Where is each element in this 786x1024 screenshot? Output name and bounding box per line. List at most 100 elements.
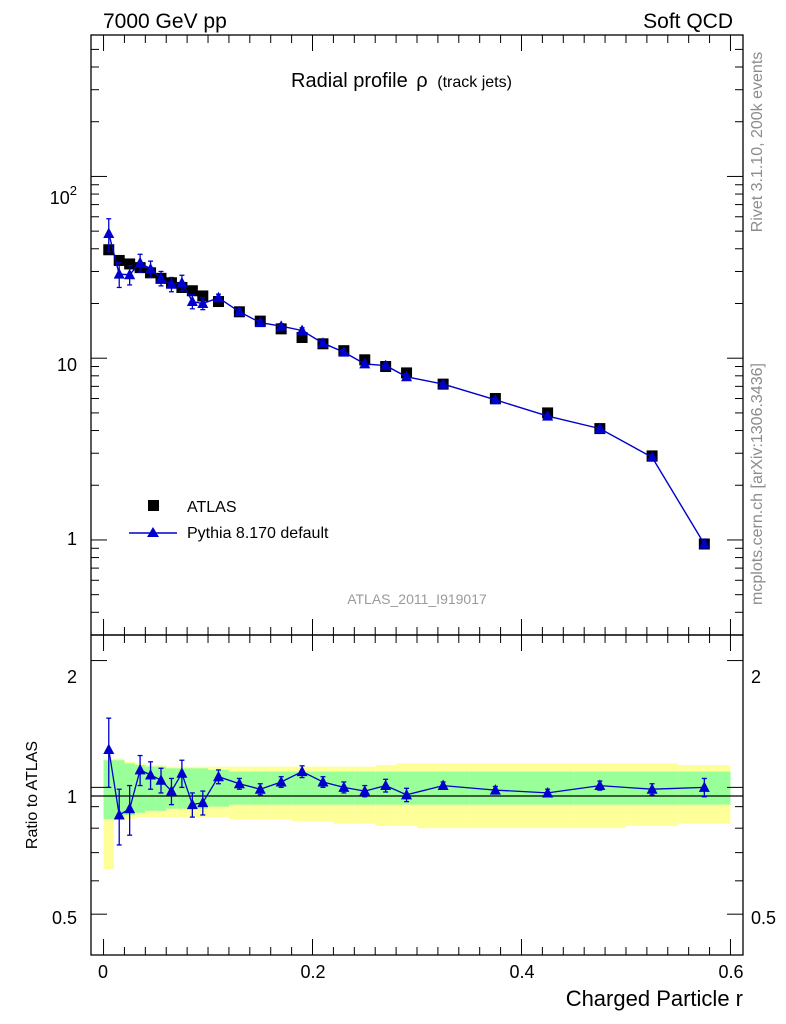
ratio-data-point (317, 775, 329, 787)
pythia-data-point (317, 337, 329, 348)
ratio-data-point (186, 798, 198, 810)
pythia-data-point (275, 320, 287, 331)
pythia-data-point (176, 276, 188, 288)
ratio-data-point (145, 768, 157, 780)
atlas-data-point (197, 290, 209, 302)
ratio-uncertainty-bands (103, 758, 731, 870)
ratio-ytick-label-0.5: 0.5 (52, 908, 77, 928)
main-plot-marks (103, 218, 710, 550)
ytick-label-100-base: 10 (50, 188, 70, 208)
pythia-data-point (165, 278, 177, 289)
ratio-ylabel: Ratio to ATLAS (24, 741, 41, 849)
pythia-data-point (542, 410, 554, 421)
ratio-data-point (176, 767, 188, 778)
header-right-label: Soft QCD (643, 10, 733, 33)
ratio-data-point (401, 788, 413, 800)
main-title-symbol: ρ (416, 70, 427, 92)
ratio-data-point (124, 802, 136, 814)
ratio-data-point (155, 774, 167, 785)
ratio-green-band (134, 765, 146, 813)
pythia-data-point (197, 297, 209, 308)
pythia-data-point (103, 227, 115, 239)
ratio-data-point (489, 784, 501, 795)
xtick-label-0.6: 0.6 (718, 962, 743, 982)
ratio-axis-ticks (91, 635, 743, 955)
ratio-data-point (254, 783, 266, 794)
pythia-data-point (124, 268, 136, 280)
ratio-data-point (338, 781, 350, 792)
analysis-tag: ATLAS_2011_I919017 (347, 591, 487, 607)
pythia-data-point (359, 357, 371, 369)
legend-label-pythia: Pythia 8.170 default (187, 525, 329, 542)
xtick-label-0.2: 0.2 (300, 962, 325, 982)
ratio-data-point (275, 775, 287, 787)
pythia-data-point (296, 324, 308, 336)
ytick-label-100: 102 (50, 183, 77, 208)
main-panel: Radial profile ρ (track jets) 102 10 1 A… (50, 34, 744, 636)
atlas-data-point (296, 331, 308, 343)
rivet-version-label: Rivet 3.1.10, 200k events (749, 52, 766, 233)
ytick-label-100-exp: 2 (70, 183, 77, 198)
ratio-data-point (296, 765, 308, 777)
ratio-data-point (437, 779, 449, 791)
xtick-label-0.4: 0.4 (509, 962, 534, 982)
ratio-data-point (542, 786, 554, 798)
pythia-data-point (254, 316, 266, 328)
ytick-label-1: 1 (67, 529, 77, 549)
pythia-data-point (155, 272, 167, 283)
ratio-green-band (197, 768, 209, 809)
ratio-ytick-label-0.5-right: 0.5 (751, 908, 776, 928)
ratio-green-band (176, 768, 188, 809)
atlas-data-point (186, 285, 198, 297)
mcplots-credit-label: mcplots.cern.ch [arXiv:1306.3436] (749, 363, 766, 605)
xtick-label-0: 0 (98, 962, 108, 982)
pythia-data-point (437, 378, 449, 389)
pythia-data-point (489, 393, 501, 405)
pythia-data-point (134, 256, 146, 268)
ratio-data-point (103, 743, 115, 755)
ratio-panel: 2 1 0.5 2 0.5 Ratio to ATLAS 0 0.2 0.4 0… (24, 634, 776, 1011)
ratio-plot-marks (103, 717, 710, 846)
pythia-data-point (380, 359, 392, 371)
ratio-data-point (233, 777, 245, 789)
xaxis-label: Charged Particle r (566, 986, 743, 1011)
pythia-series-line (108, 233, 705, 545)
pythia-data-point (113, 268, 125, 279)
legend-label-atlas: ATLAS (187, 499, 237, 516)
ratio-data-point (380, 779, 392, 791)
ratio-data-point (212, 770, 224, 782)
ratio-green-band (103, 760, 114, 820)
ratio-data-point (698, 781, 710, 792)
pythia-data-point (646, 451, 658, 462)
legend: ATLAS Pythia 8.170 default (129, 499, 329, 542)
ratio-data-point (594, 779, 606, 791)
pythia-data-point (212, 291, 224, 303)
pythia-data-point (186, 295, 198, 307)
ratio-ytick-label-2-right: 2 (751, 667, 761, 687)
ratio-data-point (113, 808, 125, 820)
pythia-data-point (338, 346, 350, 357)
main-title: Radial profile ρ (track jets) (291, 70, 512, 92)
main-title-sub: (track jets) (437, 74, 512, 91)
atlas-data-point (124, 258, 136, 270)
main-plot-frame (90, 34, 744, 636)
pythia-data-point (594, 422, 606, 434)
ratio-ytick-label-2: 2 (67, 667, 77, 687)
ratio-data-point (134, 763, 146, 775)
ratio-green-band (187, 768, 198, 809)
header-left-label: 7000 GeV pp (103, 10, 227, 33)
ytick-label-10: 10 (57, 355, 77, 375)
pythia-data-point (401, 370, 413, 382)
pythia-data-point (233, 305, 245, 317)
main-axis-ticks (91, 34, 743, 636)
ratio-data-point (197, 796, 209, 808)
legend-marker-pythia (147, 527, 159, 537)
ratio-data-point (646, 783, 658, 794)
pythia-data-point (698, 538, 710, 549)
atlas-data-point (113, 254, 125, 266)
main-title-text: Radial profile (291, 70, 408, 92)
pythia-data-point (145, 262, 157, 274)
ratio-data-point (165, 785, 177, 796)
legend-marker-atlas (148, 500, 159, 511)
